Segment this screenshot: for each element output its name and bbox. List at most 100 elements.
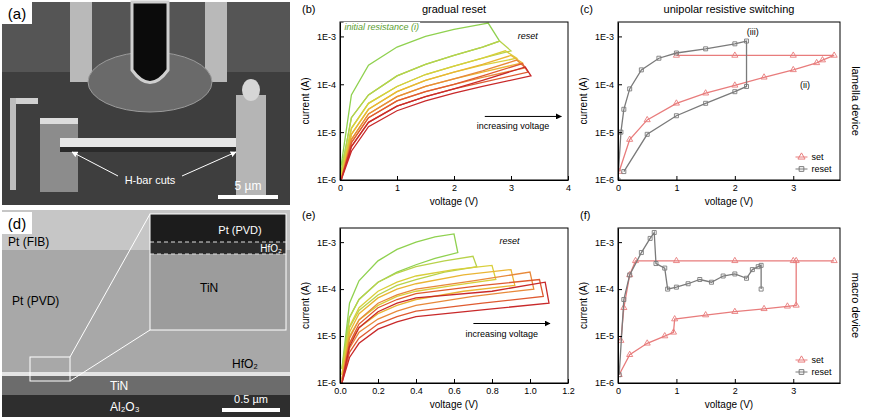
tick-mark [378, 379, 379, 383]
tick: 1E-4 [317, 284, 344, 294]
annotation-patch [517, 31, 540, 41]
tick-mark [793, 176, 794, 180]
marker [686, 282, 690, 286]
hole [132, 2, 168, 83]
tick-label: 1E-3 [317, 32, 336, 42]
tick-label: 4 [566, 183, 571, 193]
tick-label: 1E-4 [317, 284, 336, 294]
marker [784, 303, 790, 308]
marker [759, 287, 763, 291]
axis-line [618, 23, 619, 181]
y-axis: 1E-61E-51E-41E-3 [317, 23, 344, 186]
x-axis: 0123 [616, 176, 841, 193]
layer-label: TiN [110, 379, 128, 393]
x-axis-title: voltage (V) [705, 196, 753, 207]
row-label: lamella device [850, 66, 862, 136]
tick: 0.6 [448, 379, 461, 396]
tick: 1E-3 [317, 238, 344, 248]
tick-mark [793, 379, 794, 383]
scale-bar-label: 5 µm [235, 179, 262, 193]
tick: 1E-6 [595, 378, 622, 388]
x-axis: 0123 [616, 379, 841, 396]
y-axis-title: current (A) [300, 282, 311, 329]
marker [644, 116, 650, 121]
marker [745, 39, 749, 43]
marker [673, 257, 679, 262]
axis-line [618, 229, 619, 384]
annotation-patch [476, 121, 551, 131]
layer-hfo2 [2, 372, 290, 376]
tick-mark [676, 176, 677, 180]
tick-label: 1 [674, 183, 679, 193]
marker [628, 273, 632, 277]
inset-pt [150, 214, 286, 242]
annotation-group: increasing voltage [476, 116, 562, 131]
sem-image-a: (a)H-bar cuts5 µm [2, 2, 290, 205]
series-line [341, 41, 511, 176]
legend-symbol [798, 356, 805, 362]
annotation: increasing voltage [477, 121, 550, 131]
tick-label: 2 [733, 183, 738, 193]
marker [790, 52, 796, 57]
tick-label: 0.2 [372, 386, 385, 396]
marker [733, 90, 737, 94]
marker [759, 263, 763, 267]
x-axis: 01234 [338, 176, 571, 193]
annotation: reset [500, 236, 521, 246]
tick-mark [340, 132, 344, 133]
legend-symbol [799, 370, 804, 375]
chart: 0.00.20.40.60.81.01.21E-61E-51E-41E-3vol… [300, 209, 575, 410]
marker [622, 170, 626, 174]
tick-label: 0 [616, 386, 621, 396]
scale-bar-label: 0.5 µm [234, 393, 268, 405]
tick: 1E-4 [317, 80, 344, 90]
tick: 1E-3 [317, 32, 344, 42]
axis-line [341, 383, 569, 384]
tick-mark [397, 176, 398, 180]
tick-mark [340, 336, 344, 337]
plot-area [341, 23, 531, 180]
panel-letter: (b) [302, 3, 315, 15]
axis-line [341, 180, 569, 181]
marker [745, 84, 749, 88]
tick: 1E-3 [595, 32, 622, 42]
tick-mark [618, 289, 622, 290]
column-title: gradual reset [422, 3, 486, 15]
tick: 1E-5 [595, 331, 622, 341]
x-axis: 0.00.20.40.60.81.01.2 [334, 379, 575, 396]
annotation-patch [746, 27, 760, 37]
lamella-bar [60, 138, 240, 147]
tick: 1E-6 [595, 175, 622, 185]
series-line [619, 55, 834, 171]
tick-mark [618, 132, 622, 133]
marker [814, 59, 820, 64]
tick-label: 1E-4 [317, 80, 336, 90]
marker [721, 274, 725, 278]
inset-hfo2 [150, 242, 286, 254]
tick: 1E-4 [595, 80, 622, 90]
tick-mark [676, 379, 677, 383]
legend-line [795, 372, 807, 373]
marker [698, 278, 702, 282]
tick-mark [618, 84, 622, 85]
inset-label: Pt (PVD) [218, 224, 261, 236]
marker [761, 305, 767, 310]
legend-line [795, 169, 807, 170]
annotation: H-bar cuts [125, 174, 176, 186]
marker [644, 340, 650, 345]
marker [703, 90, 709, 95]
x-axis-title: voltage (V) [430, 399, 478, 410]
y-axis: 1E-61E-51E-41E-3 [595, 23, 622, 186]
marker [831, 257, 837, 262]
tick-mark [340, 242, 344, 243]
layer-label: Al₂O₃ [110, 400, 140, 414]
annotation-patch [464, 329, 539, 339]
annotation-group: initial resistance (i) [344, 22, 421, 32]
tick: 1E-5 [317, 331, 344, 341]
tick-label: 1.2 [562, 386, 575, 396]
annotation-group: reset [499, 236, 522, 246]
annotation-group: (ii) [799, 80, 811, 90]
tick: 4 [566, 176, 571, 193]
marker [662, 333, 668, 338]
arrow [485, 116, 562, 117]
